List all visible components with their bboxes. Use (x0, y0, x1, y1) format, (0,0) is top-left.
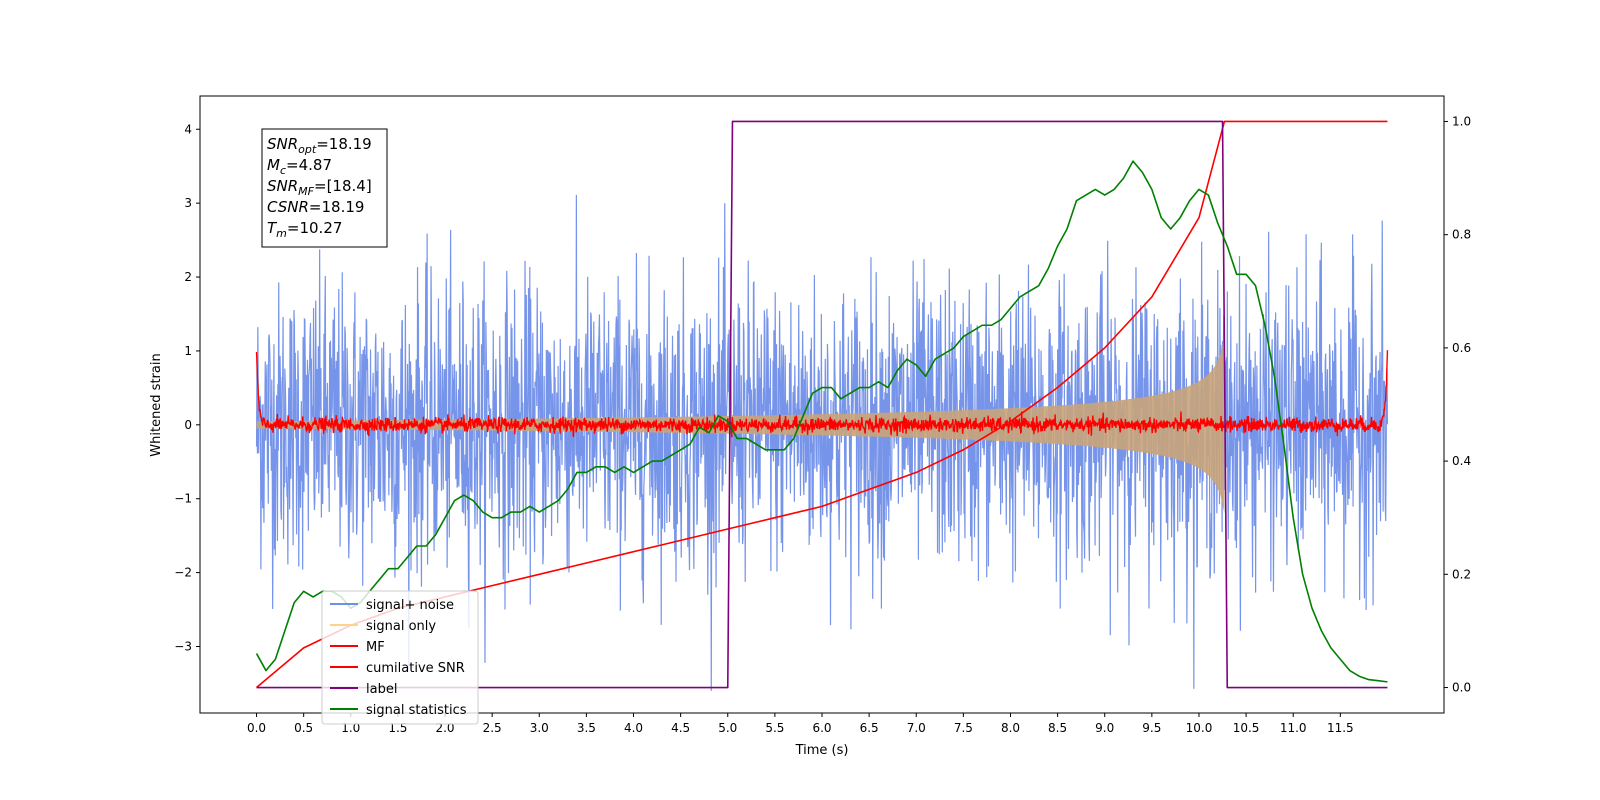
y-axis-label: Whitened strain (149, 353, 164, 456)
x-tick-label: 10.5 (1233, 721, 1260, 735)
x-tick-label: 11.0 (1280, 721, 1307, 735)
series-signal-statistics-line (255, 160, 1388, 683)
legend-frame (321, 590, 479, 725)
y-tick-label: −2 (174, 566, 192, 580)
y-tick-label: 2 (184, 270, 192, 284)
y2-tick-label: 0.6 (1452, 341, 1471, 355)
annotation-line: Tm=10.27 (267, 219, 342, 240)
legend-entry-label: signal statistics (366, 703, 467, 718)
y-tick-label: −3 (174, 639, 192, 653)
annotation-box-frame (261, 128, 388, 248)
x-tick-label: 8.0 (1001, 721, 1020, 735)
x-tick-label: 11.5 (1327, 721, 1354, 735)
x-tick-label: 3.5 (577, 721, 596, 735)
x-tick-label: 4.5 (671, 721, 690, 735)
annotation-box: SNRopt=18.19Mc=4.87SNRMF=[18.4]CSNR=18.1… (261, 128, 388, 248)
y2-tick-label: 0.4 (1452, 454, 1471, 468)
annotation-line: Mc=4.87 (267, 156, 332, 177)
x-tick-label: 9.5 (1142, 721, 1161, 735)
y2-tick-label: 0.2 (1452, 567, 1471, 581)
x-tick-label: 3.0 (530, 721, 549, 735)
legend-entry-label: label (366, 682, 397, 697)
x-tick-label: 0.0 (247, 721, 266, 735)
annotation-line: SNRMF=[18.4] (267, 177, 372, 198)
y-axis-left: −3 −2 −1 0 1 2 3 4 (174, 122, 200, 653)
legend-entry-label: signal only (366, 619, 436, 634)
annotation-line: CSNR=18.19 (267, 198, 364, 216)
y-tick-label: 0 (184, 418, 192, 432)
legend: signal+ noise signal only MF cumilative SNR… (321, 590, 479, 725)
annotation-line: SNRopt=18.19 (267, 135, 372, 156)
legend-entry-label: cumilative SNR (366, 661, 465, 676)
x-tick-label: 6.0 (812, 721, 831, 735)
y-tick-label: 4 (184, 122, 192, 136)
x-tick-label: 4.0 (624, 721, 643, 735)
series-mf-line (255, 350, 1389, 438)
y-axis-right: 0.0 0.2 0.4 0.6 0.8 1.0 (1444, 114, 1471, 695)
x-tick-label: 7.0 (907, 721, 926, 735)
y2-tick-label: 0.8 (1452, 228, 1471, 242)
y2-tick-label: 1.0 (1452, 114, 1471, 128)
x-tick-label: 5.0 (718, 721, 737, 735)
y-tick-label: −1 (174, 492, 192, 506)
x-tick-label: 0.5 (294, 721, 313, 735)
y2-tick-label: 0.0 (1452, 681, 1471, 695)
x-tick-label: 5.5 (765, 721, 784, 735)
x-tick-label: 8.5 (1048, 721, 1067, 735)
y-tick-label: 1 (184, 344, 192, 358)
x-axis-label: Time (s) (795, 743, 849, 758)
x-tick-label: 2.5 (483, 721, 502, 735)
y-tick-label: 3 (184, 196, 192, 210)
legend-entry-label: signal+ noise (366, 598, 454, 613)
x-tick-label: 9.0 (1095, 721, 1114, 735)
x-tick-label: 7.5 (954, 721, 973, 735)
legend-entry-label: MF (366, 640, 385, 655)
x-tick-label: 10.0 (1186, 721, 1213, 735)
series-label-line (256, 120, 1388, 689)
x-tick-label: 6.5 (860, 721, 879, 735)
